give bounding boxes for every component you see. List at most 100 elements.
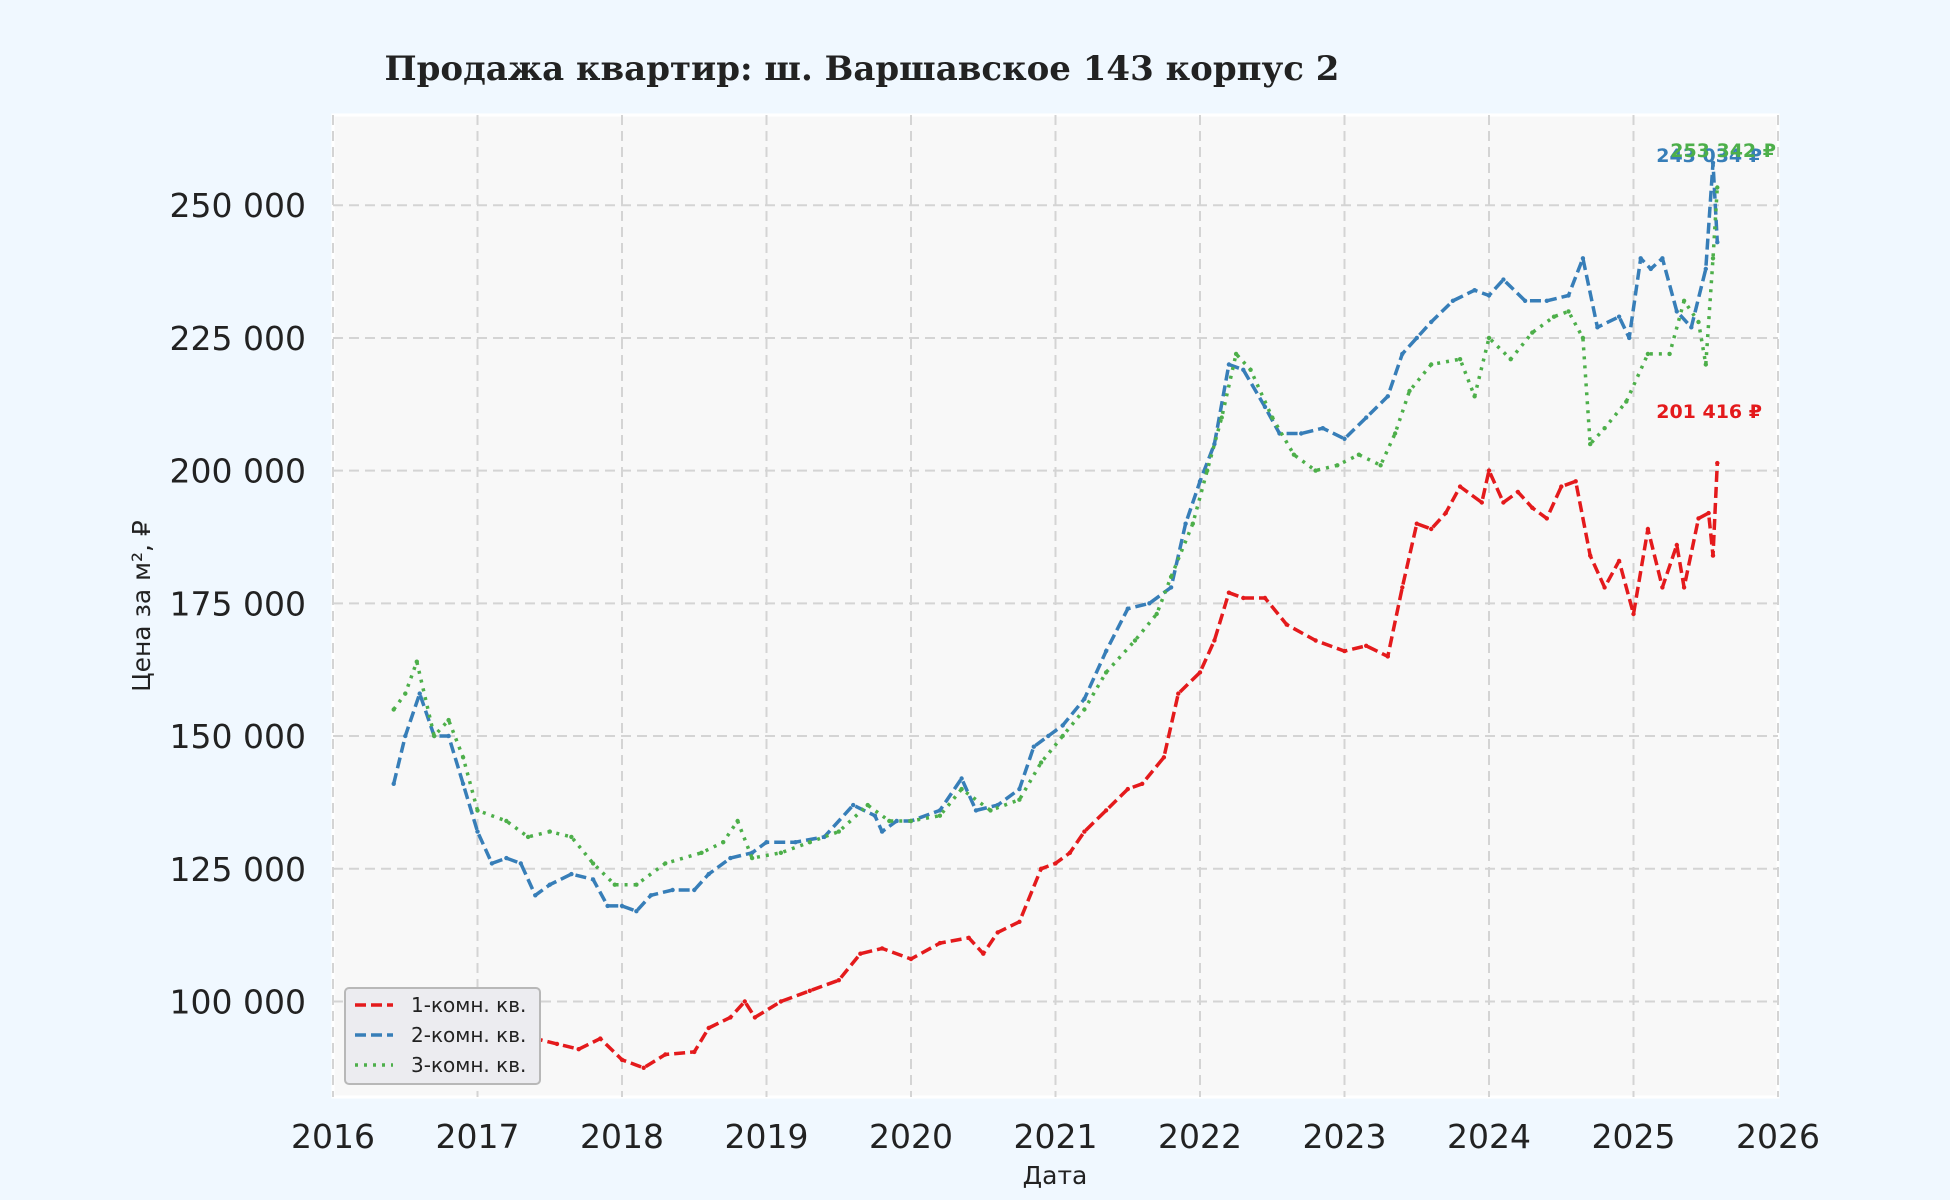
data-point <box>1082 829 1087 834</box>
data-point <box>1212 441 1217 447</box>
x-tick-label: 2020 <box>869 1117 953 1156</box>
data-point <box>1588 553 1593 558</box>
x-axis-ticks: 2016 2017 2018 2019 2020 2021 2022 2023 2024 2025… <box>291 1117 1820 1156</box>
data-point <box>598 1036 603 1041</box>
data-point <box>1335 463 1340 468</box>
data-point <box>1715 460 1720 466</box>
data-point <box>663 861 668 866</box>
x-tick-label: 2025 <box>1592 1117 1676 1156</box>
data-point <box>966 935 971 940</box>
data-point <box>1270 415 1275 420</box>
data-point <box>1710 553 1716 558</box>
data-point <box>1385 394 1391 399</box>
x-tick-label: 2017 <box>436 1117 520 1156</box>
data-point <box>937 808 943 813</box>
data-point <box>749 850 755 855</box>
data-point <box>1457 357 1463 362</box>
data-point <box>1356 452 1362 457</box>
data-point <box>547 882 552 887</box>
data-point <box>1313 468 1318 473</box>
data-point <box>699 850 704 855</box>
data-point <box>1559 484 1564 489</box>
data-point <box>1703 266 1709 272</box>
end-labels: 201 416 ₽ 243 034 ₽253 342 ₽ <box>1656 140 1776 423</box>
data-point <box>706 1025 711 1031</box>
data-point <box>634 882 639 887</box>
data-point <box>894 818 899 824</box>
end-value-label: 201 416 ₽ <box>1656 401 1762 423</box>
data-point <box>706 871 711 877</box>
data-point <box>1429 526 1434 532</box>
data-point <box>554 1041 560 1047</box>
data-point <box>1566 293 1571 298</box>
data-point <box>1342 648 1347 654</box>
data-point <box>1703 362 1709 367</box>
data-point <box>1681 298 1687 303</box>
data-point <box>1660 585 1665 590</box>
data-point <box>1660 256 1665 261</box>
data-point <box>1715 185 1720 190</box>
data-point <box>865 802 870 808</box>
data-point <box>1125 786 1131 792</box>
data-point <box>391 781 396 786</box>
data-point <box>879 829 885 834</box>
series-line <box>391 161 1720 913</box>
data-point <box>1262 404 1268 410</box>
data-point <box>1262 595 1268 601</box>
legend-label: 3-комн. кв. <box>411 1053 526 1077</box>
data-point <box>1197 479 1203 484</box>
x-tick-label: 2019 <box>725 1117 809 1156</box>
data-point <box>1648 266 1654 272</box>
legend-label: 1-комн. кв. <box>411 993 526 1017</box>
data-point <box>1060 733 1065 739</box>
data-point <box>1233 351 1239 357</box>
data-point <box>973 808 979 813</box>
data-point <box>1154 611 1159 617</box>
y-tick-label: 100 000 <box>170 982 306 1021</box>
data-point <box>1168 574 1174 579</box>
data-point <box>1313 638 1318 643</box>
data-point <box>590 877 596 882</box>
data-point <box>641 1065 646 1071</box>
data-point <box>872 813 878 818</box>
data-point <box>533 893 538 898</box>
y-tick-label: 150 000 <box>170 717 306 756</box>
data-point <box>822 834 827 840</box>
data-point <box>1241 367 1246 372</box>
data-point <box>995 802 1000 808</box>
data-point <box>851 802 856 808</box>
end-value-label: 253 342 ₽ <box>1670 140 1776 162</box>
data-point <box>908 956 914 962</box>
data-point <box>1566 309 1571 314</box>
data-point <box>887 818 892 824</box>
data-point <box>1400 585 1405 590</box>
data-point <box>1522 298 1528 303</box>
data-point <box>1515 489 1521 495</box>
series-line <box>392 187 1720 887</box>
data-point <box>1248 367 1253 372</box>
data-point <box>908 818 914 824</box>
data-point <box>1689 325 1694 330</box>
data-point <box>1472 288 1477 293</box>
data-point <box>403 733 408 739</box>
data-point <box>1443 510 1448 516</box>
data-point <box>742 999 747 1004</box>
data-point <box>1631 611 1636 617</box>
data-point <box>1103 808 1109 813</box>
x-axis-label: Дата <box>1023 1161 1088 1190</box>
data-point <box>995 930 1000 935</box>
data-point <box>764 840 769 845</box>
data-point <box>1291 452 1297 457</box>
data-point <box>1674 542 1680 548</box>
data-point <box>460 755 466 760</box>
data-point <box>1645 351 1651 357</box>
x-tick-label: 2022 <box>1158 1117 1242 1156</box>
data-point <box>1241 595 1246 601</box>
data-point <box>576 1047 581 1052</box>
data-point <box>590 861 596 866</box>
data-point <box>414 659 419 664</box>
data-point <box>391 707 396 712</box>
data-point <box>1530 330 1535 335</box>
x-tick-label: 2021 <box>1014 1117 1098 1156</box>
